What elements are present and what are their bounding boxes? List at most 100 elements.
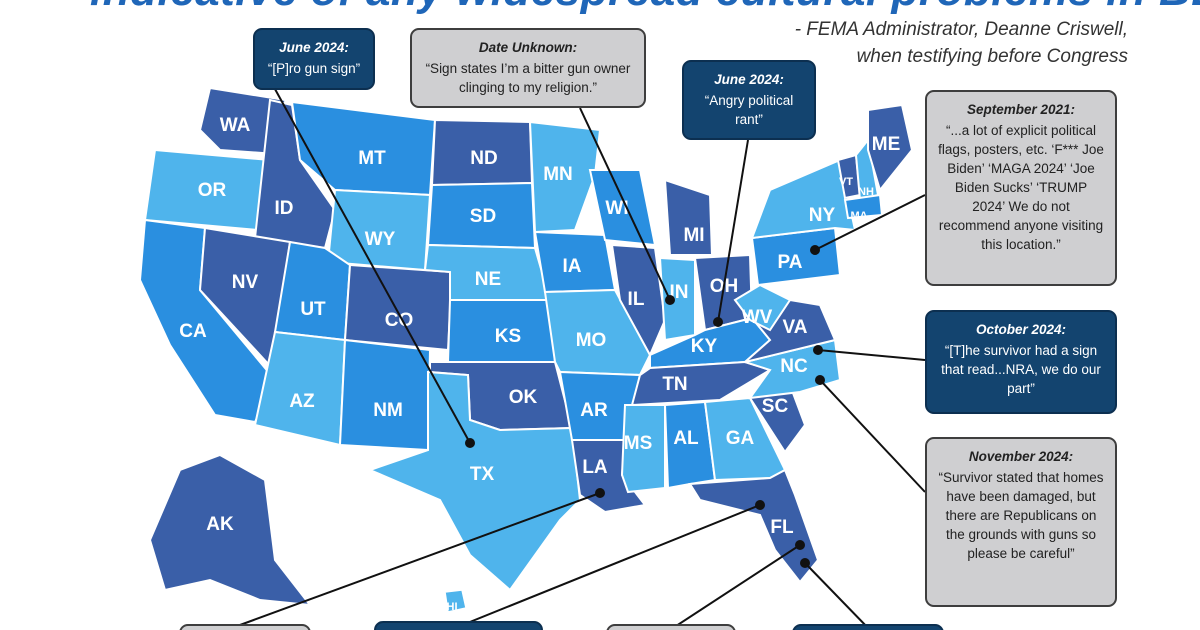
connector-fl-1 (449, 504, 761, 630)
pin-fl-2 (795, 540, 805, 550)
state-label-ks: KS (495, 326, 521, 347)
attribution: - FEMA Administrator, Deanne Criswell, w… (795, 16, 1128, 70)
state-label-wi: WI (605, 198, 628, 219)
state-il (610, 243, 667, 358)
state-label-or: OR (198, 180, 227, 201)
state-label-ca: CA (179, 321, 207, 342)
state-nm (338, 338, 432, 452)
state-tx (367, 370, 582, 592)
pin-nc (813, 345, 823, 355)
state-label-sd: SD (470, 206, 496, 227)
callout-in-date: Date Unknown: (478, 40, 578, 55)
connector-nc (817, 349, 926, 361)
callout-in: Date Unknown: “Sign states I’m a bitter … (410, 28, 646, 108)
connector-tx (269, 79, 471, 444)
state-label-tn: TN (662, 374, 687, 395)
connector-la (239, 492, 601, 626)
callout-nc: October 2024: “[T]he survivor had a sign… (925, 310, 1117, 414)
state-wv (733, 283, 792, 332)
state-wi (588, 169, 657, 247)
state-label-ky: KY (691, 336, 718, 357)
state-label-pa: PA (778, 252, 803, 273)
callout-oh-quote: “Angry political rant” (704, 93, 794, 127)
connector-fl-2 (669, 544, 801, 630)
state-me (867, 103, 914, 193)
state-ak (148, 453, 313, 607)
callout-oh-date: June 2024: (714, 72, 784, 87)
state-ms (620, 404, 666, 494)
state-label-me: ME (872, 134, 901, 155)
state-label-ma: MA (850, 210, 867, 222)
state-label-mo: MO (576, 330, 607, 351)
callout-in-quote: “Sign states I’m a bitter gun owner clin… (425, 61, 631, 95)
state-label-ny: NY (809, 205, 836, 226)
state-label-ak: AK (206, 514, 234, 535)
callout-pa: September 2021: “...a lot of explicit po… (925, 90, 1117, 286)
state-label-va: VA (783, 317, 808, 338)
attribution-line-1: - FEMA Administrator, Deanne Criswell, (794, 19, 1128, 40)
pin-oh (713, 317, 723, 327)
connector-oh (717, 139, 749, 323)
state-label-id: ID (275, 198, 294, 219)
state-label-wa: WA (220, 115, 251, 136)
callout-sc-date: November 2024: (968, 449, 1074, 464)
connector-in (579, 107, 671, 301)
state-label-ne: NE (475, 269, 501, 290)
callout-tx: June 2024: “[P]ro gun sign” (253, 28, 375, 90)
connector-pa (814, 194, 926, 251)
connector-sc (819, 379, 926, 493)
state-label-az: AZ (289, 391, 315, 412)
state-label-nm: NM (373, 400, 403, 421)
connector-fl-3 (804, 562, 871, 630)
callout-sc: November 2024: “Survivor stated that hom… (925, 437, 1117, 607)
callout-oh: June 2024: “Angry political rant” (682, 60, 816, 140)
state-label-ar: AR (580, 400, 608, 421)
state-label-ia: IA (563, 256, 582, 277)
state-label-vt: VT (839, 176, 853, 188)
callout-pa-date: September 2021: (966, 102, 1076, 117)
state-al (663, 400, 717, 490)
state-ny (750, 158, 857, 240)
state-label-il: IL (628, 289, 645, 310)
state-label-fl: FL (770, 517, 794, 538)
callout-tx-quote: “[P]ro gun sign” (267, 61, 361, 76)
callout-tx-date: June 2024: (279, 40, 349, 55)
state-label-nc: NC (780, 356, 808, 377)
cutoff-box-1 (179, 624, 311, 630)
pin-fl-3 (800, 558, 810, 568)
state-label-ga: GA (726, 428, 755, 449)
callout-nc-date: October 2024: (975, 322, 1067, 337)
state-label-mt: MT (358, 148, 386, 169)
callout-nc-quote: “[T]he survivor had a sign that read...N… (941, 343, 1101, 396)
state-label-la: LA (582, 457, 608, 478)
cutoff-box-3 (606, 624, 736, 630)
state-co (343, 263, 454, 352)
state-label-nd: ND (470, 148, 497, 169)
state-label-ms: MS (624, 433, 653, 454)
state-label-ut: UT (300, 299, 326, 320)
state-hi (444, 589, 467, 613)
state-label-wv: WV (742, 307, 773, 328)
attribution-line-2: when testifying before Congress (856, 46, 1128, 67)
headline: indicative of any widespread cultural pr… (90, 0, 1200, 16)
callout-sc-quote: “Survivor stated that homes have been da… (938, 470, 1104, 561)
pin-tx (465, 438, 475, 448)
state-label-ok: OK (509, 387, 538, 408)
state-ma (843, 193, 884, 220)
state-label-wy: WY (365, 229, 396, 250)
callout-pa-quote: “...a lot of explicit political flags, p… (938, 123, 1104, 252)
cutoff-box-4 (792, 624, 944, 630)
state-label-nv: NV (232, 272, 259, 293)
state-label-mi: MI (683, 225, 704, 246)
state-label-nh: NH (858, 186, 874, 198)
state-mi (663, 178, 714, 256)
cutoff-box-2 (374, 621, 543, 630)
state-mn (528, 120, 602, 234)
pin-la (595, 488, 605, 498)
state-label-al: AL (673, 428, 699, 449)
state-label-mn: MN (543, 164, 573, 185)
state-label-hi: HI (447, 601, 458, 613)
pin-in (665, 295, 675, 305)
pin-sc (815, 375, 825, 385)
